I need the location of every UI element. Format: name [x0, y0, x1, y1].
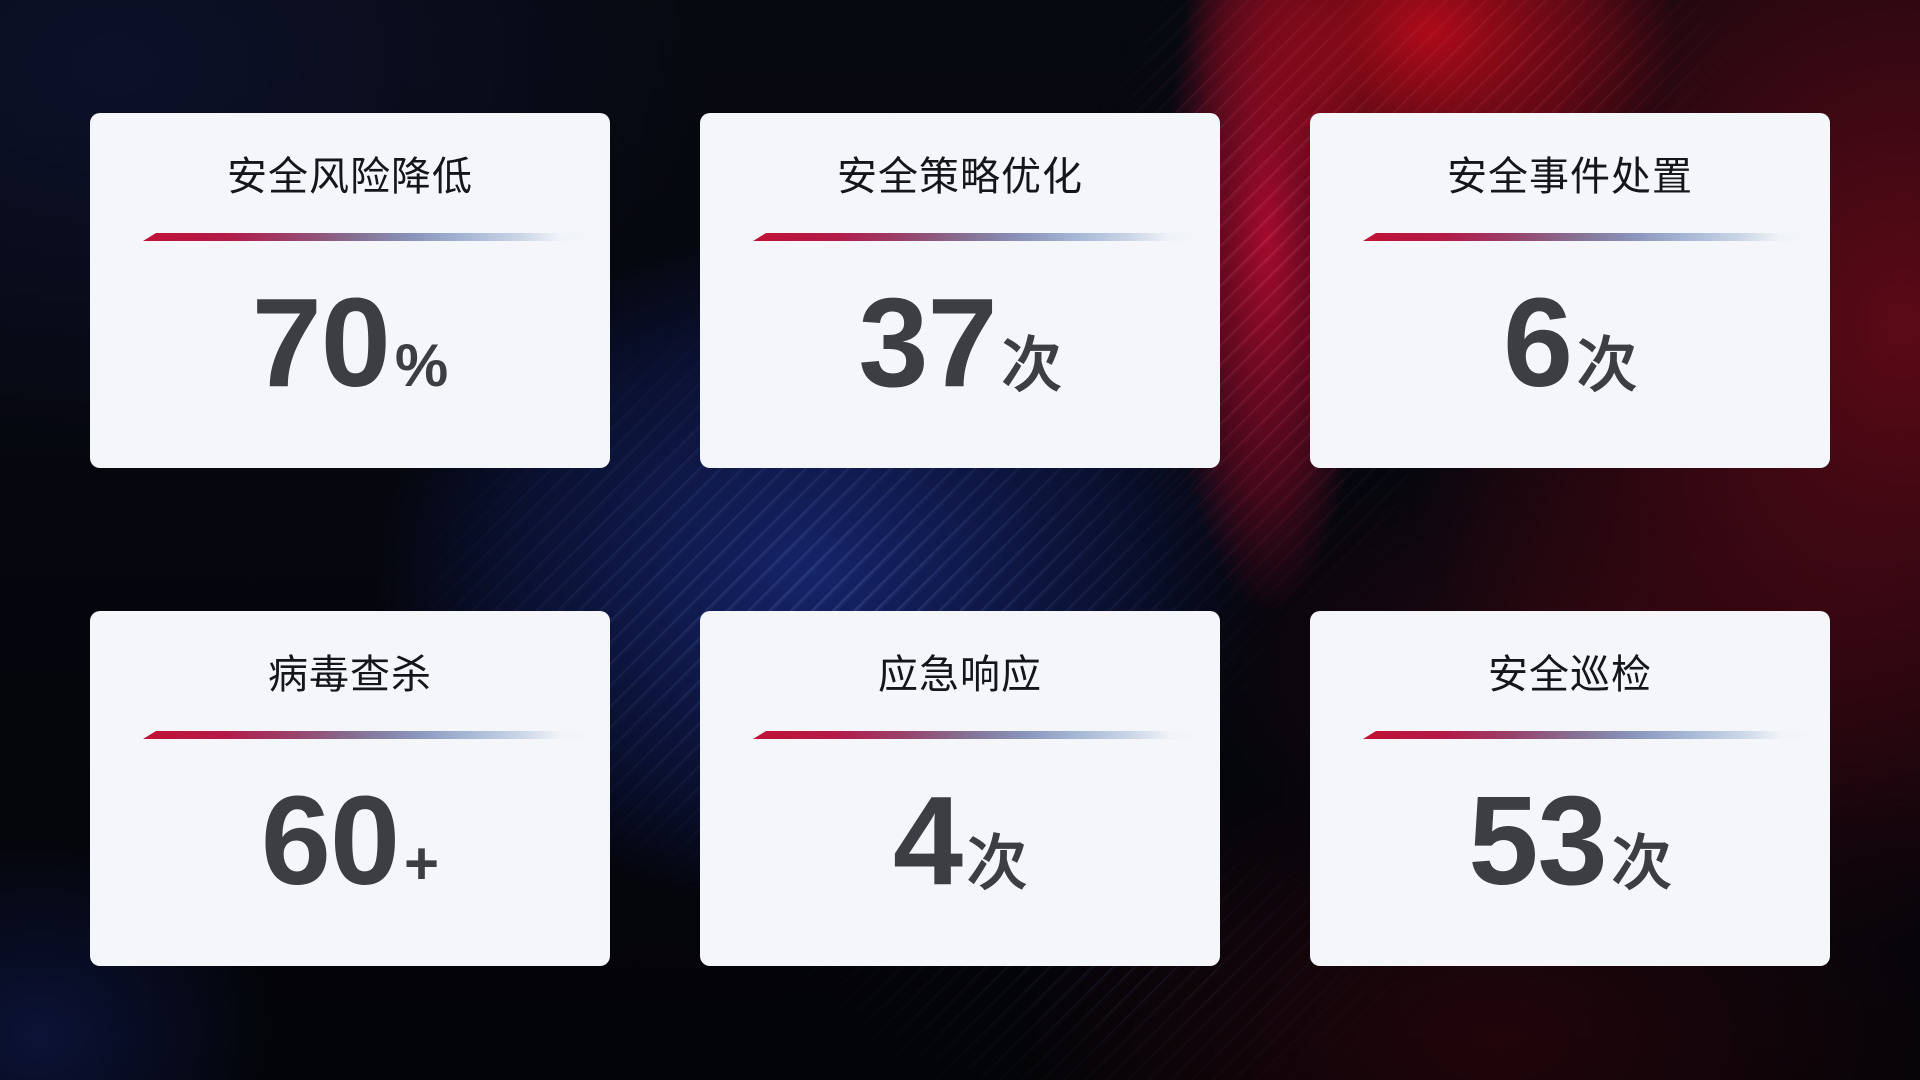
stat-value-row: 60 + — [90, 775, 610, 906]
stat-value-row: 4 次 — [700, 775, 1220, 906]
stat-value-row: 6 次 — [1310, 277, 1830, 408]
stat-card-grid: 安全风险降低 70 % 安全策略优化 37 次 安全事件处置 6 次 病毒查杀 … — [90, 113, 1830, 966]
stat-unit: % — [394, 332, 449, 399]
stat-card-virus-scan: 病毒查杀 60 + — [90, 611, 610, 966]
stat-unit: 次 — [1577, 332, 1638, 399]
stat-unit: 次 — [1001, 332, 1062, 399]
gradient-divider — [143, 731, 595, 739]
stat-card-risk-reduction: 安全风险降低 70 % — [90, 113, 610, 468]
card-title: 安全策略优化 — [837, 155, 1083, 199]
gradient-divider — [753, 233, 1205, 241]
stat-value-row: 70 % — [90, 277, 610, 408]
gradient-divider — [1363, 233, 1815, 241]
stat-unit: 次 — [967, 830, 1028, 897]
gradient-divider — [143, 233, 595, 241]
stat-value-row: 53 次 — [1310, 775, 1830, 906]
card-title: 病毒查杀 — [268, 653, 432, 697]
stat-card-security-inspection: 安全巡检 53 次 — [1310, 611, 1830, 966]
card-title: 安全事件处置 — [1447, 155, 1693, 199]
stat-value: 6 — [1502, 272, 1573, 413]
stat-unit: 次 — [1611, 830, 1672, 897]
card-title: 安全巡检 — [1488, 653, 1652, 697]
stat-value-row: 37 次 — [700, 277, 1220, 408]
stat-card-policy-optimization: 安全策略优化 37 次 — [700, 113, 1220, 468]
stat-value: 60 — [260, 770, 400, 911]
stat-value: 37 — [858, 272, 997, 413]
stat-value: 70 — [251, 272, 391, 413]
card-title: 应急响应 — [878, 653, 1042, 697]
card-title: 安全风险降低 — [227, 155, 473, 199]
stat-value: 53 — [1468, 770, 1607, 911]
stat-card-emergency-response: 应急响应 4 次 — [700, 611, 1220, 966]
stat-card-incident-handling: 安全事件处置 6 次 — [1310, 113, 1830, 468]
stat-value: 4 — [892, 770, 963, 911]
stat-unit: + — [404, 830, 440, 897]
gradient-divider — [753, 731, 1205, 739]
gradient-divider — [1363, 731, 1815, 739]
